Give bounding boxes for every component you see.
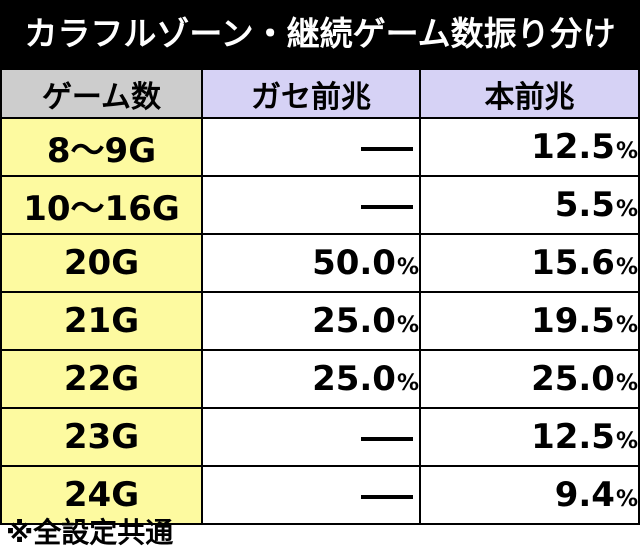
hon-value-cell: 12.5% (419, 117, 640, 177)
table-row: 21G 25.0% 19.5% (0, 291, 640, 351)
gase-value-cell: 50.0% (201, 233, 421, 293)
dash-mark: — (361, 436, 413, 441)
percent-sign: % (615, 313, 638, 338)
table-row: 10〜16G — 5.5% (0, 175, 640, 235)
header-games: ゲーム数 (0, 68, 203, 119)
games-cell: 21G (0, 291, 203, 351)
dash-mark: — (361, 494, 413, 499)
gase-value-cell: — (201, 117, 421, 177)
footnote: ※全設定共通 (6, 516, 174, 549)
distribution-table: ゲーム数 ガセ前兆 本前兆 8〜9G—12.5%10〜16G—5.5%20G50… (0, 68, 640, 525)
hon-value: 9.4 (554, 475, 615, 515)
games-cell: 8〜9G (0, 117, 203, 177)
percent-sign: % (396, 313, 419, 338)
games-cell: 10〜16G (0, 175, 203, 235)
table-row: 23G — 12.5% (0, 407, 640, 467)
gase-value-cell: 25.0% (201, 349, 421, 409)
dash-mark: — (361, 204, 413, 209)
gase-value-cell: — (201, 175, 421, 235)
hon-value: 19.5 (531, 301, 615, 341)
table-row: 8〜9G — 12.5% (0, 117, 640, 177)
percent-sign: % (615, 197, 638, 222)
percent-sign: % (615, 139, 638, 164)
percent-sign: % (615, 255, 638, 280)
header-hon-zencho: 本前兆 (419, 68, 640, 119)
gase-value: 50.0 (312, 243, 396, 283)
percent-sign: % (615, 429, 638, 454)
games-cell: 20G (0, 233, 203, 293)
gase-value: 25.0 (312, 301, 396, 341)
games-cell: 24G (0, 465, 203, 525)
gase-value-cell: — (201, 407, 421, 467)
header-gase-zencho: ガセ前兆 (201, 68, 421, 119)
hon-value: 12.5 (531, 127, 615, 167)
hon-value: 5.5 (554, 185, 615, 225)
table-body: 8〜9G—12.5%10〜16G—5.5%20G50.0%15.6%21G25.… (0, 117, 640, 525)
hon-value-cell: 25.0% (419, 349, 640, 409)
hon-value: 25.0 (531, 359, 615, 399)
gase-value-cell: 25.0% (201, 291, 421, 351)
hon-value: 12.5 (531, 417, 615, 457)
percent-sign: % (396, 371, 419, 396)
table-row: 20G 50.0% 15.6% (0, 233, 640, 293)
hon-value-cell: 12.5% (419, 407, 640, 467)
percent-sign: % (396, 255, 419, 280)
page-title: カラフルゾーン・継続ゲーム数振り分け (0, 0, 640, 68)
games-cell: 23G (0, 407, 203, 467)
games-cell: 22G (0, 349, 203, 409)
table-row: 22G 25.0% 25.0% (0, 349, 640, 409)
hon-value-cell: 9.4% (419, 465, 640, 525)
percent-sign: % (615, 487, 638, 512)
gase-value: 25.0 (312, 359, 396, 399)
percent-sign: % (615, 371, 638, 396)
table-row: 24G — 9.4% (0, 465, 640, 525)
hon-value-cell: 19.5% (419, 291, 640, 351)
hon-value: 15.6 (531, 243, 615, 283)
table-header-row: ゲーム数 ガセ前兆 本前兆 (0, 68, 640, 119)
hon-value-cell: 15.6% (419, 233, 640, 293)
dash-mark: — (361, 146, 413, 151)
gase-value-cell: — (201, 465, 421, 525)
hon-value-cell: 5.5% (419, 175, 640, 235)
